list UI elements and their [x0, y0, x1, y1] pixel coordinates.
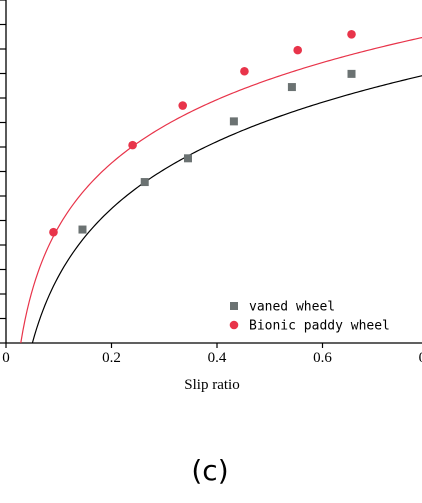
point-series-1	[347, 30, 356, 39]
x-axis-label: Slip ratio	[184, 377, 239, 393]
legend-marker-series-0	[230, 302, 238, 310]
point-series-1	[293, 45, 303, 55]
point-series-0	[140, 178, 149, 187]
legend-label-series-0: vaned wheel	[249, 300, 335, 315]
x-tick-label: 0.8	[419, 350, 422, 366]
panel-label: (c)	[191, 454, 228, 487]
point-series-1	[49, 227, 58, 237]
x-tick-label: 0	[2, 350, 10, 366]
point-series-1	[128, 140, 137, 150]
legend-marker-series-1	[229, 320, 239, 330]
x-tick-label: 0.6	[313, 350, 332, 366]
fit-curve-series-1	[20, 36, 422, 344]
x-tick-label: 0.2	[102, 350, 121, 366]
point-series-0	[78, 225, 87, 234]
legend-label-series-1: Bionic paddy wheel	[249, 319, 390, 334]
point-series-0	[229, 117, 238, 126]
data-points	[49, 30, 356, 237]
fit-curves	[20, 36, 422, 344]
axes: 0 0.2 0.4 0.6 0.8	[0, 0, 422, 366]
point-series-0	[287, 83, 296, 92]
point-series-0	[183, 154, 192, 163]
x-tick-label: 0.4	[208, 350, 227, 366]
fit-curve-series-0	[31, 75, 422, 344]
point-series-1	[240, 66, 249, 76]
legend: vaned wheel Bionic paddy wheel	[229, 300, 390, 334]
point-series-0	[347, 69, 356, 78]
point-series-1	[178, 101, 188, 110]
